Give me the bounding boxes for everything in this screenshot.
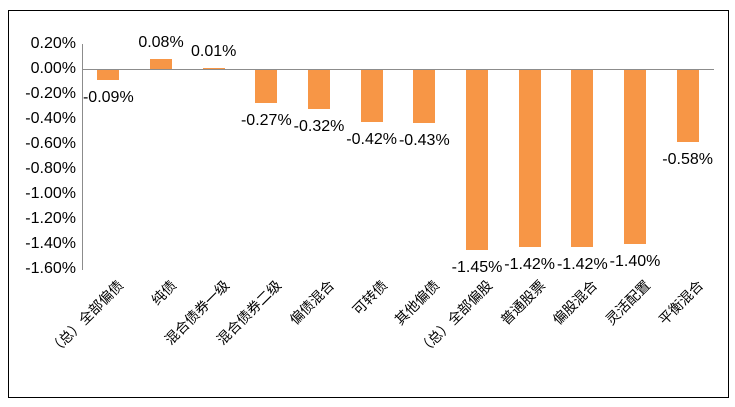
bar <box>624 69 646 244</box>
bar-value-label: -1.45% <box>451 259 503 277</box>
y-tick-label: 0.20% <box>30 35 76 52</box>
bar <box>202 67 225 69</box>
bar <box>150 59 172 69</box>
y-tick-label: -1.60% <box>25 260 76 277</box>
y-tick-label: -0.60% <box>25 135 76 152</box>
x-category-label: 偏债混合 <box>286 277 338 328</box>
zero-axis-line <box>82 69 714 70</box>
x-category-label: 其他偏债 <box>391 277 443 328</box>
x-category-label: 灵活配置 <box>602 277 654 328</box>
bar-value-label: -0.58% <box>662 150 713 168</box>
y-tick-label: -1.20% <box>25 210 76 227</box>
y-tick-label: 0.00% <box>30 60 76 77</box>
bar <box>676 69 699 142</box>
x-category-label: 偏股混合 <box>549 277 601 328</box>
bar <box>571 69 594 247</box>
x-category-label: 纯债 <box>148 277 180 309</box>
bar-value-label: -0.32% <box>293 118 345 135</box>
bar-value-label: -1.40% <box>609 253 661 270</box>
bar-value-label: -1.42% <box>504 255 555 273</box>
bar <box>518 69 541 247</box>
x-category-label: 普通股票 <box>497 277 548 328</box>
bar <box>360 69 383 122</box>
bar <box>308 69 330 109</box>
y-axis-line <box>82 44 83 270</box>
bar-value-label: -0.42% <box>346 130 397 148</box>
y-tick-label: -0.80% <box>25 160 76 177</box>
x-category-label: 平衡混合 <box>655 277 706 328</box>
y-tick-label: -1.00% <box>25 185 76 202</box>
bar-value-label: 0.01% <box>190 42 237 60</box>
bar <box>255 69 278 103</box>
y-tick-label: -0.20% <box>25 85 76 102</box>
y-tick-label: -1.40% <box>25 235 76 252</box>
bar <box>466 69 488 251</box>
bar <box>413 69 436 123</box>
bar-value-label: -0.43% <box>398 131 450 149</box>
bar-value-label: -0.27% <box>240 111 292 129</box>
bar <box>97 69 120 81</box>
x-category-label: 可转债 <box>348 277 390 319</box>
y-tick-label: -0.40% <box>25 110 76 127</box>
bar-value-label: -0.09% <box>82 89 134 107</box>
bar-value-label: 0.08% <box>138 34 184 51</box>
x-category-label: （总）全部偏债 <box>46 277 127 358</box>
bar-value-label: -1.42% <box>556 255 608 273</box>
